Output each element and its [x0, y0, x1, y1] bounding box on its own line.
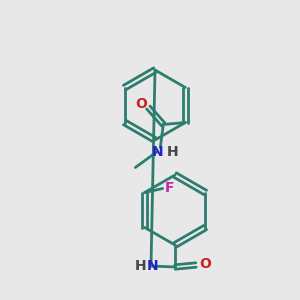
Text: O: O: [199, 257, 211, 271]
Text: F: F: [165, 182, 174, 196]
Text: O: O: [135, 98, 147, 112]
Text: N: N: [152, 145, 163, 158]
Text: H: H: [167, 145, 178, 158]
Text: N: N: [147, 259, 159, 273]
Text: H: H: [135, 259, 147, 273]
